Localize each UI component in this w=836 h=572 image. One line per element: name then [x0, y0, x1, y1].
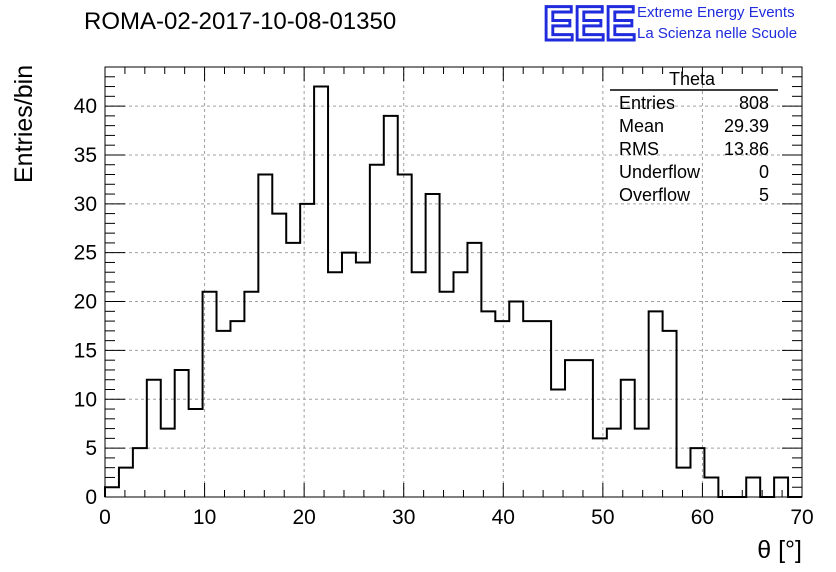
stats-row-value: 0: [759, 162, 769, 182]
y-tick-label: 35: [74, 144, 97, 167]
stats-title: Theta: [669, 69, 716, 89]
stats-row-value: 5: [759, 185, 769, 205]
x-tick-labels: 0 10 20 30 40 50 60 70: [99, 506, 814, 529]
histogram-bin: [440, 292, 454, 497]
histogram-bin: [495, 321, 509, 497]
histogram-bin: [649, 311, 663, 497]
stats-rows: Entries 808 Mean 29.39 RMS 13.86 Underflow 0 Ove…: [619, 93, 769, 205]
logo-mark: EEE: [543, 3, 636, 43]
x-axis-title: θ [°]: [757, 536, 802, 564]
histogram-bin: [384, 116, 398, 497]
x-tick-label: 10: [193, 506, 216, 529]
stats-row-label: Mean: [619, 116, 664, 136]
histogram-outline: [104, 85, 802, 498]
y-tick-label: 25: [74, 242, 97, 265]
histogram-bin: [342, 253, 356, 497]
histogram-bin: [286, 243, 300, 497]
logo-text-line2: La Scienza nelle Scuole: [637, 25, 798, 42]
histogram-bin: [147, 380, 161, 497]
histogram-bin: [690, 448, 704, 497]
histogram-bin: [328, 272, 342, 497]
histogram-bin: [621, 380, 635, 497]
histogram-bin: [607, 429, 621, 497]
axis-ticks: [104, 66, 803, 498]
histogram-bin: [537, 321, 551, 497]
histogram-bin: [509, 302, 523, 497]
histogram-bin: [412, 272, 426, 497]
y-tick-labels: 0 5 10 15 20 25 30 35 40: [74, 95, 97, 509]
histogram-bin: [704, 477, 718, 497]
y-tick-label: 5: [85, 437, 97, 460]
histogram-bin: [203, 292, 217, 497]
y-tick-label: 20: [74, 291, 97, 314]
histogram-bin: [133, 448, 147, 497]
x-tick-label: 30: [392, 506, 415, 529]
histogram-bin: [189, 409, 203, 497]
stats-row-value: 808: [739, 93, 769, 113]
histogram-bin: [370, 165, 384, 497]
eee-logo: EEE: [543, 3, 638, 43]
histogram-bin: [217, 331, 231, 497]
histogram-bin: [677, 468, 691, 497]
histogram-bin: [314, 87, 328, 497]
stats-row-label: Entries: [619, 93, 675, 113]
y-axis-title: Entries/bin: [10, 65, 38, 183]
histogram-bin: [635, 429, 649, 497]
stats-row-label: RMS: [619, 139, 659, 159]
histogram-bin: [579, 360, 593, 497]
page-title: ROMA-02-2017-10-08-01350: [84, 8, 397, 35]
histogram-bin: [300, 204, 314, 497]
x-tick-label: 50: [591, 506, 614, 529]
histogram-bin: [467, 243, 481, 497]
x-tick-label: 20: [292, 506, 315, 529]
histogram-bin: [356, 262, 370, 497]
logo-text-line1: Extreme Energy Events: [637, 4, 795, 21]
y-tick-label: 0: [85, 486, 97, 509]
stats-row-value: 13.86: [724, 139, 769, 159]
y-tick-label: 30: [74, 193, 97, 216]
histogram-bin: [426, 194, 440, 497]
histogram-bin: [272, 214, 286, 497]
histogram-bin: [523, 321, 537, 497]
stats-row-label: Underflow: [619, 162, 701, 182]
histogram-bin: [175, 370, 189, 497]
histogram-bin: [565, 360, 579, 497]
histogram-bin: [398, 175, 412, 498]
histogram-bin: [244, 292, 258, 497]
stats-box: Theta Entries 808 Mean 29.39 RMS 13.86 Underfl…: [610, 69, 778, 205]
x-tick-label: 70: [790, 506, 813, 529]
x-tick-label: 0: [99, 506, 111, 529]
y-tick-label: 10: [74, 388, 97, 411]
histogram-bin: [481, 311, 495, 497]
y-tick-label: 15: [74, 339, 97, 362]
histogram-bin: [663, 331, 677, 497]
y-tick-label: 40: [74, 95, 97, 118]
x-tick-label: 40: [492, 506, 515, 529]
histogram-bin: [746, 477, 760, 497]
histogram-bin: [161, 429, 175, 497]
histogram-bin: [230, 321, 244, 497]
histogram-bin: [454, 272, 468, 497]
x-tick-label: 60: [691, 506, 714, 529]
grid-lines: [105, 67, 802, 497]
histogram-bin: [105, 487, 119, 497]
histogram-bin: [119, 468, 133, 497]
histogram-bin: [551, 390, 565, 498]
histogram-bin: [593, 438, 607, 497]
histogram-bin: [774, 477, 788, 497]
stats-row-label: Overflow: [619, 185, 691, 205]
histogram-bin: [258, 175, 272, 498]
stats-row-value: 29.39: [724, 116, 769, 136]
